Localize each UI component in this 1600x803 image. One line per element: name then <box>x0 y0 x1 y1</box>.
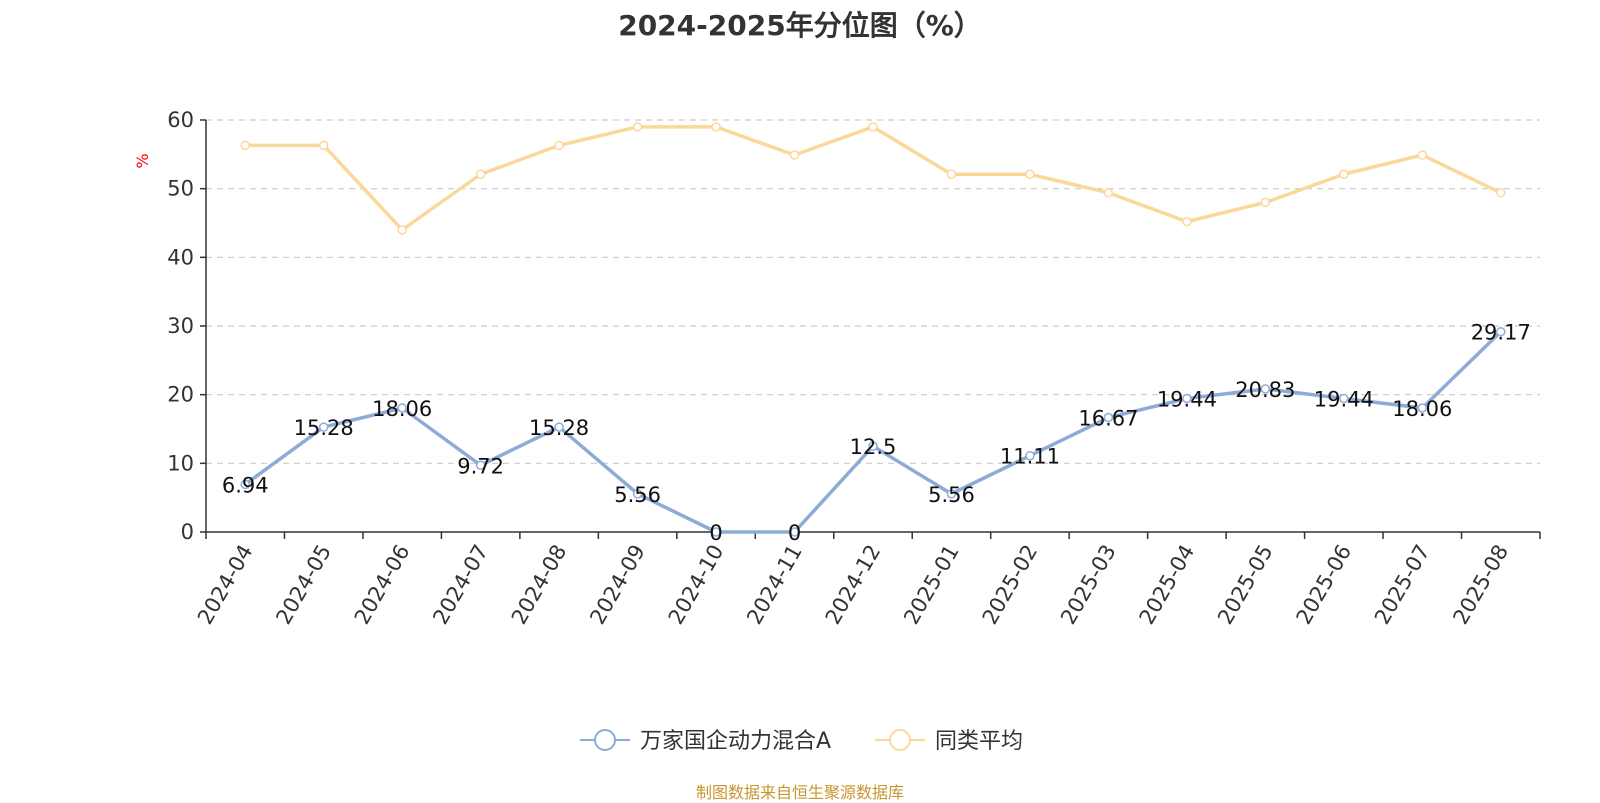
x-tick-label-2025-03: 2025-03 <box>1056 541 1121 629</box>
data-label-0-15: 18.06 <box>1392 397 1452 421</box>
legend[interactable]: 万家国企动力混合A 同类平均 <box>580 729 1023 754</box>
data-point-1-13 <box>1260 197 1271 208</box>
data-point-0-16 <box>1496 326 1506 337</box>
legend-label-1: 同类平均 <box>935 729 1023 754</box>
data-point-0-10 <box>1025 450 1035 461</box>
legend-marker-1 <box>889 729 911 751</box>
data-point-0-7 <box>789 527 800 537</box>
y-tick-label-40: 40 <box>167 245 194 269</box>
data-point-1-7 <box>789 150 800 160</box>
data-point-0-14 <box>1339 393 1349 404</box>
x-tick-label-2024-05: 2024-05 <box>271 541 336 629</box>
data-label-0-1: 15.28 <box>294 416 354 440</box>
data-point-1-15 <box>1417 150 1428 160</box>
x-tick-label-2024-12: 2024-12 <box>821 541 886 629</box>
series-line-1 <box>243 125 1503 232</box>
data-point-1-14 <box>1339 169 1349 179</box>
x-tick-label-2025-01: 2025-01 <box>899 541 964 629</box>
data-point-0-12 <box>1182 393 1192 404</box>
data-point-1-9 <box>946 169 957 179</box>
data-point-1-6 <box>711 122 721 132</box>
series-1 <box>240 122 1506 235</box>
x-tick-label-2025-06: 2025-06 <box>1291 541 1356 629</box>
data-label-0-7: 0 <box>788 521 801 545</box>
data-point-1-12 <box>1182 216 1192 227</box>
data-point-0-8 <box>868 441 878 451</box>
y-axis-label: % <box>133 153 152 168</box>
data-point-0-6 <box>711 527 721 537</box>
data-label-0-14: 19.44 <box>1314 388 1374 412</box>
data-label-0-4: 15.28 <box>529 416 589 440</box>
legend-label-0: 万家国企动力混合A <box>640 729 831 754</box>
y-tick-label-0: 0 <box>181 520 194 544</box>
data-point-0-9 <box>946 489 957 499</box>
x-tick-label-2024-09: 2024-09 <box>585 541 650 629</box>
source-note: 制图数据来自恒生聚源数据库 <box>695 783 904 802</box>
data-label-0-3: 9.72 <box>457 454 504 478</box>
x-tick-label-2024-10: 2024-10 <box>664 541 729 629</box>
data-labels: 6.94 15.28 18.06 9.72 15.28 5.56 0 0 12.5 5.56 11.… <box>222 321 1531 545</box>
data-point-0-1 <box>318 422 329 432</box>
data-point-1-4 <box>554 140 564 151</box>
series-line-0 <box>243 329 1503 534</box>
x-tick-label-2025-05: 2025-05 <box>1213 541 1278 629</box>
x-tick-label-2024-04: 2024-04 <box>193 541 258 629</box>
y-tick-label-50: 50 <box>167 177 194 201</box>
x-tick-label-2024-06: 2024-06 <box>350 541 415 629</box>
series-lines <box>240 122 1506 537</box>
data-point-1-0 <box>240 140 250 151</box>
legend-item-1[interactable]: 同类平均 <box>875 729 1023 754</box>
data-point-1-8 <box>868 122 878 132</box>
data-label-0-9: 5.56 <box>928 483 975 507</box>
data-label-0-0: 6.94 <box>222 473 269 497</box>
data-point-0-15 <box>1417 403 1428 413</box>
data-label-0-8: 12.5 <box>850 435 897 459</box>
x-tick-label-2024-07: 2024-07 <box>428 541 493 629</box>
data-point-1-2 <box>397 225 407 235</box>
data-point-1-11 <box>1103 188 1114 198</box>
x-tick-label-2025-07: 2025-07 <box>1370 541 1435 629</box>
data-label-0-11: 16.67 <box>1078 407 1138 431</box>
series-0 <box>240 326 1506 537</box>
y-tick-label-30: 30 <box>167 314 194 338</box>
x-tick-label-2025-08: 2025-08 <box>1448 541 1513 629</box>
data-point-0-4 <box>554 422 564 432</box>
data-label-0-10: 11.11 <box>1000 445 1060 469</box>
x-tick-label-2024-08: 2024-08 <box>507 541 572 629</box>
y-tick-label-60: 60 <box>167 108 194 132</box>
data-point-1-3 <box>475 169 486 179</box>
x-tick-label-2024-11: 2024-11 <box>742 541 807 629</box>
data-point-0-13 <box>1260 384 1271 394</box>
legend-marker-0 <box>594 729 616 751</box>
data-label-0-12: 19.44 <box>1157 388 1217 412</box>
data-point-1-1 <box>318 140 329 151</box>
legend-item-0[interactable]: 万家国企动力混合A <box>580 729 831 754</box>
data-label-0-6: 0 <box>709 521 722 545</box>
data-label-0-16: 29.17 <box>1471 321 1531 345</box>
chart-title: 2024-2025年分位图（%） <box>618 9 982 42</box>
y-tick-label-10: 10 <box>167 451 194 475</box>
data-point-0-2 <box>397 403 407 413</box>
data-label-0-13: 20.83 <box>1235 378 1295 402</box>
x-tick-label-2025-02: 2025-02 <box>978 541 1043 629</box>
data-point-1-10 <box>1025 169 1035 179</box>
data-label-0-5: 5.56 <box>614 483 661 507</box>
data-point-1-16 <box>1496 188 1506 198</box>
data-point-1-5 <box>632 122 643 132</box>
data-point-0-5 <box>632 489 643 499</box>
data-label-0-2: 18.06 <box>372 397 432 421</box>
data-point-0-11 <box>1103 412 1114 423</box>
data-point-0-0 <box>240 479 250 490</box>
y-tick-label-20: 20 <box>167 383 194 407</box>
x-tick-label-2025-04: 2025-04 <box>1135 541 1200 629</box>
data-point-0-3 <box>475 460 486 471</box>
